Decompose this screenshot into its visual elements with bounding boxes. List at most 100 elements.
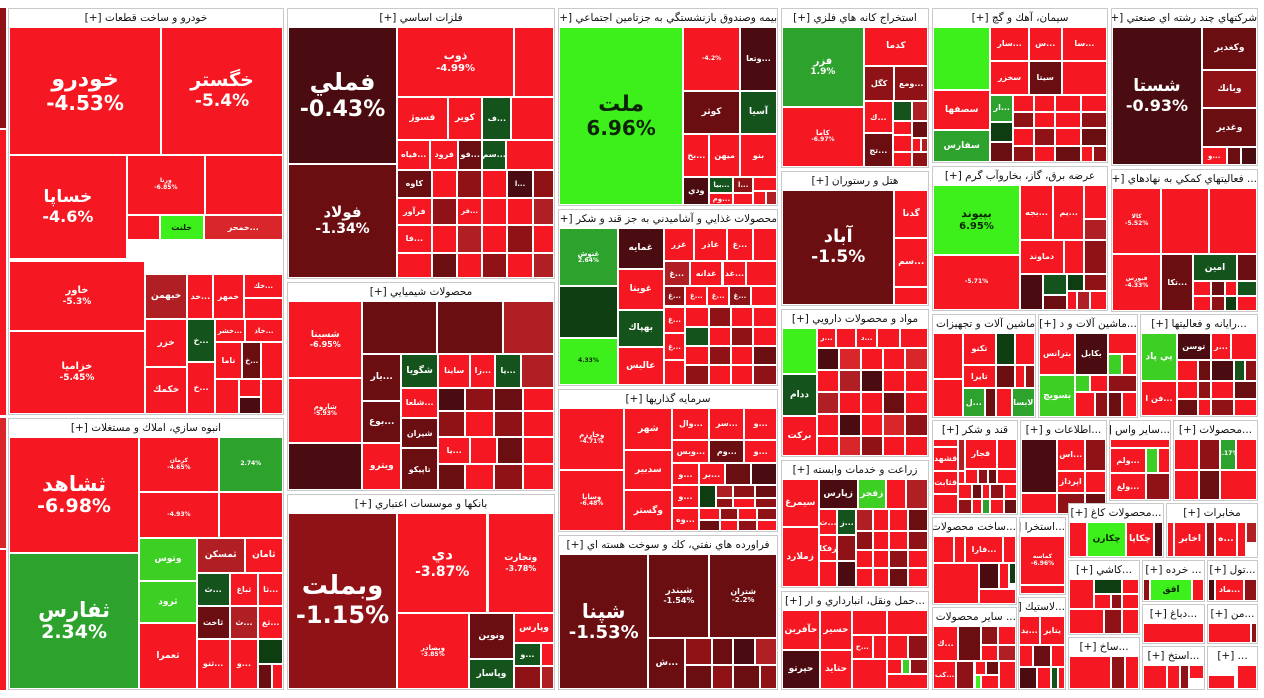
tile[interactable]: [1197, 381, 1211, 399]
tile[interactable]: [900, 328, 928, 349]
tile[interactable]: [1251, 623, 1257, 643]
tile[interactable]: [1014, 333, 1035, 365]
tile[interactable]: [1013, 145, 1034, 162]
tile-...وم[interactable]: ...وم: [709, 439, 745, 464]
tile-غاذر[interactable]: غاذر: [694, 228, 727, 261]
tile[interactable]: [933, 333, 963, 380]
tile[interactable]: [733, 485, 756, 498]
tile[interactable]: [904, 348, 928, 371]
tile[interactable]: [920, 137, 928, 152]
tile[interactable]: [876, 328, 901, 349]
tile[interactable]: [731, 345, 754, 365]
tile[interactable]: [904, 413, 928, 436]
tile-فسوژ[interactable]: فسوژ: [397, 97, 448, 140]
tile[interactable]: [1110, 439, 1170, 449]
sector-title[interactable]: عرضه برق، گاز، بخاروآب گرم [+]: [933, 167, 1107, 185]
tile[interactable]: [817, 370, 839, 392]
tile[interactable]: [724, 463, 751, 486]
tile[interactable]: [733, 497, 756, 508]
tile-...ل[interactable]: ...ل: [962, 388, 986, 417]
tile[interactable]: [709, 364, 732, 385]
tile[interactable]: [1069, 579, 1094, 610]
tile-...ار[interactable]: ...ار: [990, 94, 1014, 122]
tile[interactable]: [1066, 291, 1078, 310]
tile-چكاپا[interactable]: چكاپا: [1126, 522, 1154, 557]
tile[interactable]: [1013, 128, 1034, 146]
tile-...وبس[interactable]: ...وبس: [672, 439, 710, 464]
tile[interactable]: [698, 519, 721, 531]
tile[interactable]: -4.2%: [683, 27, 740, 92]
tile-...ماد[interactable]: ...ماد: [1214, 579, 1245, 601]
sector-title[interactable]: محصولات غذايي و آشاميدني به جز قند و شكر…: [559, 210, 777, 228]
tile[interactable]: [482, 197, 508, 226]
tile[interactable]: [990, 484, 1004, 499]
tile-وبملت[interactable]: وبملت -1.15%: [288, 513, 398, 689]
sector-title[interactable]: ...تول [+]: [1208, 561, 1257, 579]
tile-...فو[interactable]: ...فو: [458, 139, 483, 171]
tile-اخابر[interactable]: اخابر: [1174, 522, 1206, 557]
tile-...غ[interactable]: ...غ: [663, 286, 686, 307]
sector-title[interactable]: ... [+]: [1208, 647, 1257, 665]
tile-حپرتو[interactable]: حپرتو: [782, 649, 820, 689]
tile[interactable]: [860, 348, 883, 371]
sector-title[interactable]: سرمايه گذاريها [+]: [559, 390, 777, 408]
tile[interactable]: [981, 644, 998, 661]
tile[interactable]: [482, 225, 508, 253]
sector-title[interactable]: ...محصولات كاغ [+]: [1069, 504, 1163, 522]
tile[interactable]: [907, 509, 928, 531]
tile-...ا[interactable]: ...ا: [733, 176, 753, 193]
tile[interactable]: [817, 413, 839, 436]
tile[interactable]: [258, 638, 283, 664]
tile[interactable]: [1061, 60, 1107, 95]
tile-...فر[interactable]: ...فر: [456, 197, 483, 226]
tile-ثباغ[interactable]: ثباغ: [229, 573, 259, 606]
tile-حآفرين[interactable]: حآفرين: [782, 610, 820, 650]
tile[interactable]: [885, 479, 907, 510]
tile[interactable]: [1084, 218, 1107, 240]
tile[interactable]: [978, 469, 989, 484]
tile[interactable]: [1143, 623, 1204, 643]
tile-...بخ[interactable]: ...بخ: [683, 133, 710, 177]
tile[interactable]: [720, 507, 738, 520]
tile[interactable]: [1066, 273, 1085, 292]
tile-...ز[interactable]: ...ز: [837, 509, 857, 536]
tile-...يد[interactable]: ...يد: [1019, 616, 1040, 646]
tile-خزر[interactable]: خزر: [144, 319, 188, 368]
tile-...ت[interactable]: ...ت: [818, 509, 838, 536]
tile-...ج[interactable]: [953, 536, 966, 564]
tile[interactable]: [1167, 522, 1175, 557]
tile-...سر[interactable]: ...سر: [709, 408, 745, 440]
tile[interactable]: [731, 306, 754, 327]
tile[interactable]: [532, 225, 554, 253]
tile[interactable]: [1089, 291, 1107, 310]
tile-ساينا[interactable]: ساينا: [438, 353, 471, 388]
tile-لابسا[interactable]: لابسا: [1011, 388, 1035, 417]
tile[interactable]: [711, 664, 734, 689]
tile-...غ[interactable]: ...غ: [685, 286, 708, 307]
tile[interactable]: [1019, 667, 1038, 689]
tile[interactable]: [482, 170, 508, 198]
tile[interactable]: [731, 326, 754, 346]
tile-ثمسكن[interactable]: ثمسكن: [196, 537, 245, 574]
tile[interactable]: [733, 192, 753, 205]
tile-...وم[interactable]: ...وم: [709, 192, 734, 205]
tile-كالا[interactable]: كالا -5.52%: [1112, 188, 1162, 255]
tile[interactable]: [436, 301, 504, 354]
tile-ورنا[interactable]: ورنا -6.85%: [126, 154, 205, 215]
tile[interactable]: [1107, 391, 1123, 417]
tile[interactable]: -4.93%: [139, 492, 219, 538]
tile[interactable]: [872, 567, 889, 587]
tile[interactable]: [1002, 536, 1016, 564]
tile[interactable]: [514, 27, 554, 98]
tile-...خ[interactable]: ...خ: [187, 319, 215, 362]
tile[interactable]: [997, 644, 1016, 661]
tile-...و[interactable]: ...و: [744, 408, 777, 440]
tile[interactable]: [1188, 665, 1204, 680]
tile-...بجه[interactable]: ...بجه: [1020, 185, 1054, 240]
tile[interactable]: [818, 561, 838, 587]
tile[interactable]: [494, 410, 524, 438]
tile-زفجر[interactable]: زفجر: [857, 479, 886, 510]
tile-كاما[interactable]: كاما -6.97%: [782, 106, 864, 167]
tile[interactable]: [759, 664, 777, 689]
tile[interactable]: [1176, 359, 1198, 382]
